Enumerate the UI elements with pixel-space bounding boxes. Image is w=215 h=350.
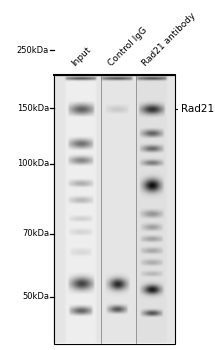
Text: Input: Input	[70, 46, 93, 69]
Text: 70kDa: 70kDa	[22, 229, 49, 238]
Text: 150kDa: 150kDa	[17, 104, 49, 113]
Text: Rad21 antibody: Rad21 antibody	[141, 12, 198, 69]
Text: 50kDa: 50kDa	[22, 292, 49, 301]
Text: 100kDa: 100kDa	[17, 159, 49, 168]
Text: Rad21: Rad21	[181, 104, 214, 114]
Text: 250kDa: 250kDa	[17, 46, 49, 55]
Text: Control IgG: Control IgG	[106, 26, 149, 69]
